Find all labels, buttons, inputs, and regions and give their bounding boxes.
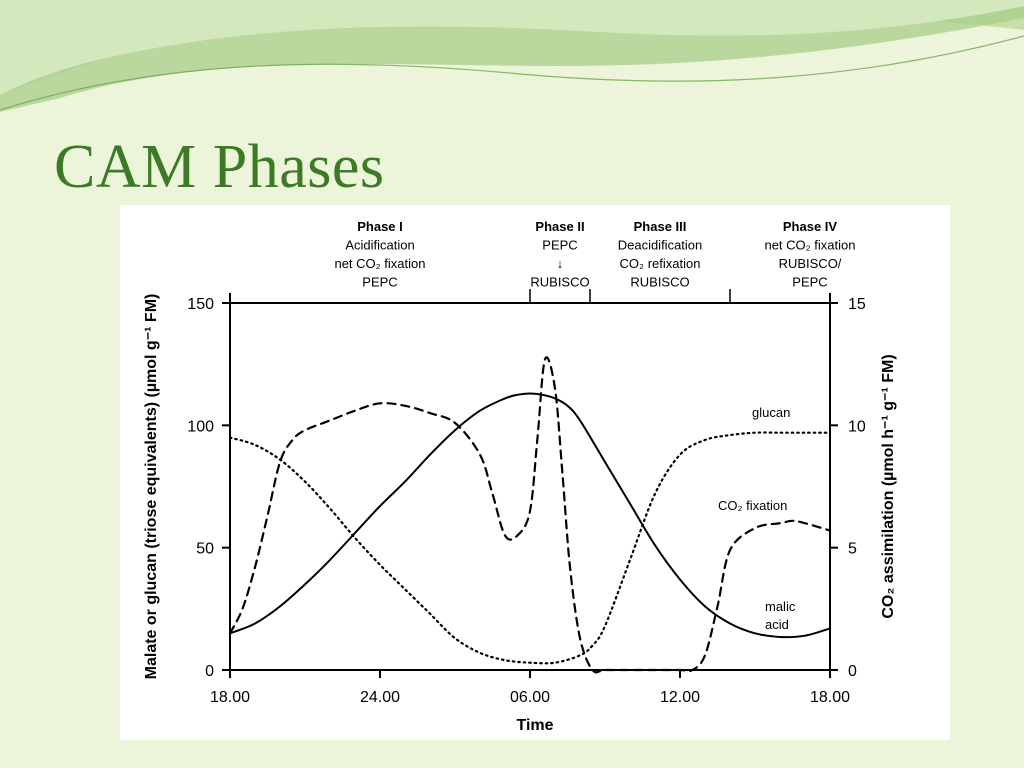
x-tick-label-3: 12.00 — [660, 689, 700, 706]
x-axis-title: Time — [516, 717, 553, 734]
phase-1-line-2: Acidification — [345, 238, 414, 253]
phase-labels: Phase I Acidification net CO₂ fixation PEPC… — [334, 219, 855, 290]
right-axis-title: CO₂ assimilation (µmol h⁻¹ g⁻¹ FM) — [880, 354, 897, 618]
phase-1-line-3: net CO₂ fixation — [334, 256, 425, 271]
phase-bar — [230, 289, 830, 304]
series-line-co2-fixation — [228, 356, 832, 674]
x-tick-label-0: 18.00 — [210, 689, 250, 706]
right-tick-label-0: 0 — [848, 663, 857, 680]
phase-1-line-4: PEPC — [362, 275, 397, 290]
header-wave-front — [0, 0, 1024, 95]
phase-4-line-4: PEPC — [792, 275, 827, 290]
label-co2-fixation: CO₂ fixation — [718, 498, 787, 513]
left-axis-title: Malate or glucan (triose equivalents) (µ… — [143, 294, 160, 680]
series-line-glucan — [228, 431, 832, 665]
slide-title: CAM Phases — [54, 133, 385, 201]
phase-2-line-4: RUBISCO — [530, 275, 589, 290]
label-acid: acid — [765, 617, 789, 632]
left-tick-label-50: 50 — [196, 541, 214, 558]
label-glucan: glucan — [752, 405, 790, 420]
slide-header-decoration — [0, 0, 1024, 112]
right-tick-label-15: 15 — [848, 296, 866, 313]
phase-3-line-1: Phase III — [634, 219, 687, 234]
series-layer — [228, 356, 832, 674]
axes: 0 50 100 150 0 5 10 15 18.00 24.00 06.00 12.00 18.00… — [143, 293, 897, 734]
right-tick-label-5: 5 — [848, 541, 857, 558]
figure-panel: Phase I Acidification net CO₂ fixation PEPC… — [120, 205, 950, 740]
phase-2-line-1: Phase II — [535, 219, 584, 234]
label-malic: malic — [765, 599, 796, 614]
phase-3-line-2: Deacidification — [618, 238, 703, 253]
annotation-layer: glucan CO₂ fixation malic acid — [718, 405, 796, 632]
phase-4-line-1: Phase IV — [783, 219, 838, 234]
x-tick-label-4: 18.00 — [810, 689, 850, 706]
phase-3-line-3: CO₂ refixation — [620, 256, 701, 271]
left-tick-label-150: 150 — [187, 296, 214, 313]
phase-1-line-1: Phase I — [357, 219, 403, 234]
cam-phases-chart: Phase I Acidification net CO₂ fixation PEPC… — [143, 219, 897, 734]
right-tick-label-10: 10 — [848, 418, 866, 435]
left-tick-label-100: 100 — [187, 418, 214, 435]
phase-3-line-4: RUBISCO — [630, 275, 689, 290]
left-tick-label-0: 0 — [205, 663, 214, 680]
phase-2-line-3: ↓ — [557, 256, 564, 271]
phase-4-line-3: RUBISCO/ — [779, 256, 842, 271]
phase-4-line-2: net CO₂ fixation — [764, 238, 855, 253]
x-tick-label-2: 06.00 — [510, 689, 550, 706]
phase-2-line-2: PEPC — [542, 238, 577, 253]
series-line-malic-acid — [229, 392, 831, 639]
x-tick-label-1: 24.00 — [360, 689, 400, 706]
header-wave-line — [0, 35, 1024, 111]
